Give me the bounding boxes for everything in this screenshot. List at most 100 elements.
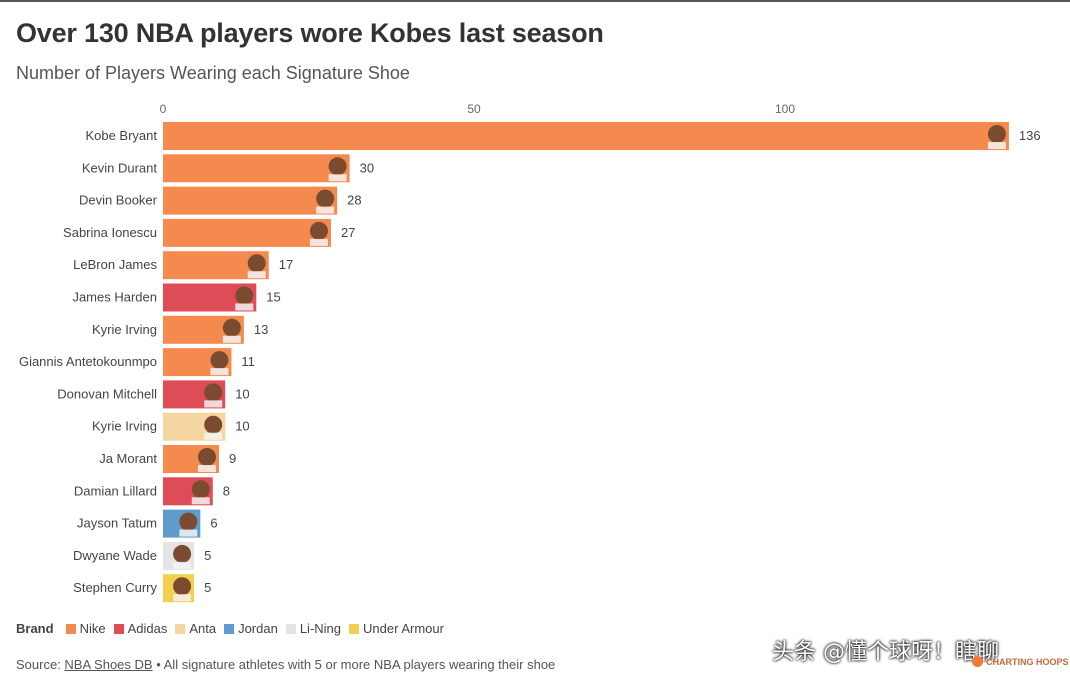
player-avatar-icon bbox=[222, 318, 241, 337]
value-label: 30 bbox=[360, 160, 374, 175]
watermark: 头条 @懂个球呀！瞎聊 bbox=[772, 640, 999, 665]
category-label: Devin Booker bbox=[79, 193, 158, 208]
value-label: 8 bbox=[223, 483, 230, 498]
value-label: 15 bbox=[266, 290, 280, 305]
legend-label: Adidas bbox=[127, 621, 168, 636]
bar bbox=[163, 122, 1009, 150]
player-avatar-icon bbox=[191, 480, 210, 499]
player-jersey-icon bbox=[235, 303, 254, 311]
player-jersey-icon bbox=[987, 142, 1006, 149]
legend-label: Anta bbox=[189, 621, 217, 636]
player-avatar-icon bbox=[987, 125, 1006, 143]
value-label: 13 bbox=[254, 322, 268, 337]
value-label: 6 bbox=[210, 516, 217, 531]
value-label: 28 bbox=[347, 193, 361, 208]
player-jersey-icon bbox=[179, 529, 198, 537]
basketball-icon bbox=[972, 656, 983, 667]
value-label: 10 bbox=[235, 419, 249, 434]
legend-title: Brand bbox=[16, 621, 54, 636]
value-label: 136 bbox=[1019, 128, 1041, 143]
legend-swatch bbox=[285, 623, 296, 634]
value-label: 27 bbox=[341, 225, 355, 240]
legend-item: Jordan bbox=[224, 621, 278, 636]
bar bbox=[163, 186, 338, 215]
player-avatar-icon bbox=[173, 577, 192, 596]
player-avatar-icon bbox=[309, 221, 328, 240]
source-suffix: • All signature athletes with 5 or more … bbox=[152, 657, 556, 672]
player-avatar-icon bbox=[197, 448, 216, 466]
player-avatar-icon bbox=[235, 286, 254, 305]
x-tick-label: 0 bbox=[160, 102, 167, 116]
category-label: Kyrie Irving bbox=[92, 322, 157, 337]
category-label: Donovan Mitchell bbox=[57, 386, 157, 401]
value-label: 11 bbox=[241, 354, 255, 369]
player-avatar-icon bbox=[204, 383, 223, 402]
category-label: Kyrie Irving bbox=[92, 419, 157, 434]
legend-label: Under Armour bbox=[363, 621, 444, 636]
legend-label: Jordan bbox=[238, 621, 278, 636]
bar bbox=[163, 218, 331, 247]
legend-label: Nike bbox=[79, 621, 106, 636]
category-label: Sabrina Ionescu bbox=[63, 225, 157, 240]
player-avatar-icon bbox=[247, 254, 266, 273]
source-link[interactable]: NBA Shoes DB bbox=[64, 657, 153, 672]
category-label: Kobe Bryant bbox=[85, 128, 157, 143]
value-label: 9 bbox=[229, 451, 236, 466]
legend-swatch bbox=[349, 623, 360, 634]
player-jersey-icon bbox=[204, 432, 223, 440]
player-jersey-icon bbox=[197, 465, 216, 472]
category-label: Damian Lillard bbox=[74, 483, 157, 498]
x-tick-label: 100 bbox=[775, 102, 795, 116]
chart-subtitle: Number of Players Wearing each Signature… bbox=[16, 63, 410, 83]
player-avatar-icon bbox=[210, 351, 229, 370]
player-jersey-icon bbox=[309, 238, 328, 246]
legend-item: Anta bbox=[175, 621, 216, 636]
player-jersey-icon bbox=[247, 271, 266, 279]
category-label: LeBron James bbox=[73, 257, 157, 272]
source-prefix: Source: bbox=[16, 657, 65, 672]
legend-swatch bbox=[224, 623, 235, 634]
player-avatar-icon bbox=[173, 544, 192, 563]
player-jersey-icon bbox=[210, 368, 229, 376]
player-jersey-icon bbox=[173, 561, 192, 569]
player-jersey-icon bbox=[204, 400, 223, 408]
x-tick-label: 50 bbox=[467, 102, 481, 116]
player-avatar-icon bbox=[179, 512, 198, 531]
player-jersey-icon bbox=[173, 594, 192, 602]
value-label: 5 bbox=[204, 580, 211, 595]
legend-item: Adidas bbox=[113, 621, 168, 636]
top-rule bbox=[0, 0, 1070, 2]
player-jersey-icon bbox=[191, 497, 210, 505]
category-label: Dwyane Wade bbox=[73, 548, 157, 563]
bar bbox=[163, 154, 350, 183]
legend-swatch bbox=[65, 623, 76, 634]
legend-swatch bbox=[113, 623, 124, 634]
legend-label: Li-Ning bbox=[299, 621, 342, 636]
legend-swatch bbox=[175, 623, 186, 634]
charting-hoops-logo: CHARTING HOOPS bbox=[972, 656, 1069, 667]
player-jersey-icon bbox=[328, 174, 347, 182]
legend: Brand Nike Adidas Anta Jordan Li-Ning Under A… bbox=[16, 621, 452, 636]
legend-item: Nike bbox=[65, 621, 106, 636]
legend-items: Nike Adidas Anta Jordan Li-Ning Under Armour bbox=[65, 621, 452, 636]
chart-title: Over 130 NBA players wore Kobes last sea… bbox=[16, 18, 604, 48]
category-label: Giannis Antetokounmpo bbox=[19, 354, 157, 369]
category-label: Kevin Durant bbox=[82, 160, 158, 175]
logo-text: CHARTING HOOPS bbox=[986, 656, 1069, 667]
player-jersey-icon bbox=[222, 335, 241, 343]
player-avatar-icon bbox=[316, 189, 335, 208]
value-label: 17 bbox=[279, 257, 293, 272]
source-note: Source: NBA Shoes DB • All signature ath… bbox=[16, 657, 555, 672]
legend-item: Under Armour bbox=[349, 621, 444, 636]
category-label: James Harden bbox=[72, 290, 157, 305]
category-label: Ja Morant bbox=[99, 451, 157, 466]
value-label: 5 bbox=[204, 548, 211, 563]
player-avatar-icon bbox=[204, 415, 223, 434]
legend-item: Li-Ning bbox=[285, 621, 342, 636]
category-label: Jayson Tatum bbox=[77, 516, 157, 531]
player-avatar-icon bbox=[328, 157, 347, 176]
value-label: 10 bbox=[235, 386, 249, 401]
category-label: Stephen Curry bbox=[73, 580, 157, 595]
player-jersey-icon bbox=[316, 206, 335, 214]
